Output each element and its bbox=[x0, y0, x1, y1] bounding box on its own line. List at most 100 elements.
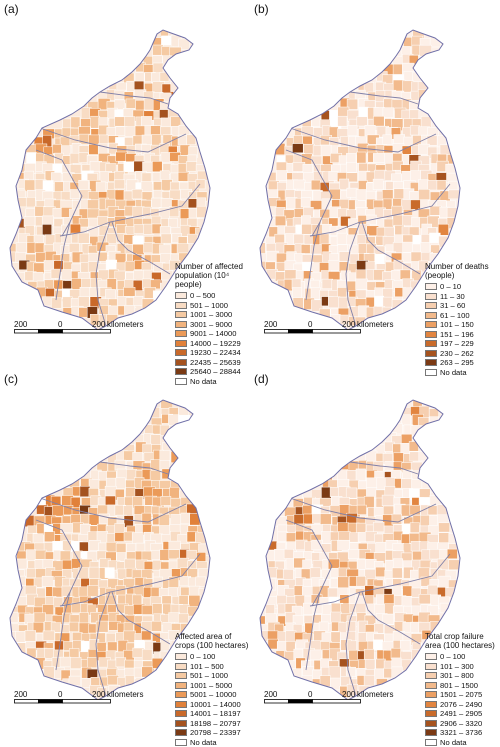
county-cell bbox=[43, 631, 55, 641]
county-cell bbox=[25, 180, 35, 192]
county-cell bbox=[71, 117, 80, 128]
scale-bar: 200 0 200 kilometers bbox=[264, 690, 434, 704]
county-cell bbox=[142, 570, 153, 579]
county-cell bbox=[385, 604, 395, 615]
county-cell bbox=[160, 550, 169, 561]
county-cell bbox=[329, 260, 339, 271]
county-cell bbox=[169, 550, 180, 559]
scale-label-mid: 0 bbox=[308, 690, 312, 699]
scale-label-unit: kilometers bbox=[107, 320, 143, 329]
county-cell bbox=[44, 532, 54, 542]
legend-item: 9001 – 14000 bbox=[175, 329, 250, 339]
legend-label: 2076 – 2490 bbox=[440, 700, 482, 709]
county-cell bbox=[340, 199, 349, 209]
legend-label: 101 – 150 bbox=[440, 320, 474, 329]
legend-label: 1001 – 3000 bbox=[190, 310, 232, 319]
county-cell bbox=[43, 181, 53, 191]
legend-swatch bbox=[175, 311, 187, 318]
legend-swatch bbox=[425, 340, 437, 347]
legend-label: 10001 – 14000 bbox=[190, 700, 241, 709]
county-cell bbox=[105, 496, 115, 506]
scale-bar-graphic bbox=[14, 329, 114, 334]
scale-labels: 200 0 200 kilometers bbox=[264, 690, 434, 699]
legend-label: 1501 – 2075 bbox=[440, 690, 482, 699]
county-cell bbox=[181, 513, 190, 524]
county-cell bbox=[98, 144, 108, 154]
legend-item: 3001 – 9000 bbox=[175, 320, 250, 330]
county-cell bbox=[364, 649, 374, 660]
county-cell bbox=[292, 279, 301, 289]
scale-label-right: 200 bbox=[342, 690, 355, 699]
county-cell bbox=[383, 135, 392, 145]
legend-label: 14001 – 18197 bbox=[190, 709, 241, 718]
county-cell bbox=[81, 279, 91, 288]
county-cell bbox=[105, 568, 114, 578]
scale-bar: 200 0 200 kilometers bbox=[14, 320, 184, 334]
legend-swatch bbox=[425, 739, 437, 746]
county-cell bbox=[108, 642, 118, 652]
county-cell bbox=[302, 224, 312, 234]
legend-item: 19230 – 22434 bbox=[175, 348, 250, 358]
legend-label: 801 – 1500 bbox=[440, 681, 478, 690]
legend-item: 1001 – 5000 bbox=[175, 681, 250, 691]
county-cell bbox=[356, 190, 366, 201]
county-cell bbox=[447, 549, 457, 559]
scale-label-mid: 0 bbox=[308, 320, 312, 329]
legend-swatch bbox=[425, 729, 437, 736]
county-cell bbox=[134, 296, 143, 305]
legend-label: 230 – 262 bbox=[440, 349, 474, 358]
county-cell bbox=[115, 524, 125, 533]
scale-label-left: 200 bbox=[264, 320, 277, 329]
county-cell bbox=[124, 287, 135, 296]
county-cell bbox=[266, 605, 275, 615]
county-cell bbox=[385, 478, 396, 488]
county-cell bbox=[151, 621, 161, 631]
county-cell bbox=[62, 270, 72, 281]
county-cell bbox=[412, 649, 424, 660]
county-cell bbox=[179, 596, 188, 606]
county-cell bbox=[133, 236, 144, 245]
county-cell bbox=[43, 559, 54, 568]
legend-item: 263 – 295 bbox=[425, 358, 500, 368]
legend-item: 20798 – 23397 bbox=[175, 728, 250, 738]
county-cell bbox=[87, 669, 98, 678]
county-cell bbox=[356, 523, 366, 533]
scale-label-mid: 0 bbox=[58, 320, 62, 329]
county-cell bbox=[365, 125, 376, 136]
legend-item: 0 – 500 bbox=[175, 291, 250, 301]
county-cell bbox=[421, 116, 431, 127]
legend-swatch bbox=[425, 350, 437, 357]
county-cell bbox=[25, 586, 36, 595]
county-cell bbox=[87, 586, 98, 597]
county-cell bbox=[79, 542, 88, 551]
legend-item: 0 – 10 bbox=[425, 282, 500, 292]
county-cell bbox=[403, 215, 412, 226]
county-cell bbox=[152, 216, 161, 225]
county-cell bbox=[52, 506, 64, 517]
legend-item: 31 – 60 bbox=[425, 301, 500, 311]
county-cell bbox=[134, 81, 144, 91]
county-cell bbox=[357, 613, 366, 622]
county-cell bbox=[63, 297, 73, 308]
scale-label-unit: kilometers bbox=[357, 690, 393, 699]
county-cell bbox=[391, 648, 401, 658]
county-cell bbox=[292, 144, 303, 153]
county-cell bbox=[178, 614, 188, 623]
county-cell bbox=[284, 549, 294, 558]
legend-swatch bbox=[425, 312, 437, 319]
county-cell bbox=[169, 613, 180, 623]
legend-label: 22435 – 25639 bbox=[190, 358, 241, 367]
legend-item: 197 – 229 bbox=[425, 339, 500, 349]
scale-bar: 200 0 200 kilometers bbox=[264, 320, 434, 334]
county-cell bbox=[186, 162, 197, 172]
legend-swatch bbox=[425, 682, 437, 689]
legend-label: 101 – 300 bbox=[440, 662, 474, 671]
county-cell bbox=[115, 190, 124, 202]
legend-label: 0 – 500 bbox=[190, 291, 215, 300]
county-cell bbox=[338, 116, 347, 126]
county-cell bbox=[357, 576, 366, 586]
legend-item: 3321 – 3736 bbox=[425, 728, 500, 738]
